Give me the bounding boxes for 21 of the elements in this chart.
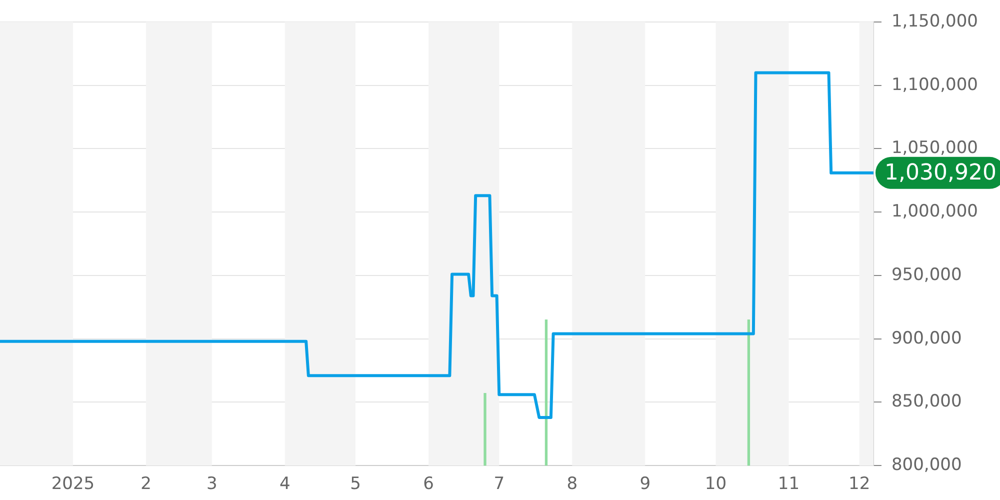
x-tick-label: 7 [494,474,505,494]
x-tick-label: 3 [206,474,218,494]
x-tick-label: 8 [566,474,578,494]
x-tick-label: 9 [640,474,651,494]
x-tick-label: 4 [279,474,290,494]
y-tick-label: 900,000 [891,328,962,348]
x-tick-label: 12 [848,474,870,494]
y-tick-label: 850,000 [891,392,962,412]
y-tick-label: 800,000 [891,455,962,476]
data-label: 1,030,920 [884,160,996,186]
x-tick-label: 11 [778,474,800,494]
y-tick-label: 1,100,000 [891,74,978,95]
y-tick-label: 1,050,000 [891,138,978,158]
x-tick-label: 10 [704,474,727,494]
x-tick-label: 2 [140,474,152,494]
x-tick-label: 6 [423,474,434,494]
y-tick-label: 1,000,000 [891,202,978,222]
x-tick-label: 2025 [51,474,95,494]
y-tick-label: 950,000 [891,264,962,285]
x-tick-label: 5 [350,474,361,494]
y-tick-label: 1,150,000 [891,11,978,32]
